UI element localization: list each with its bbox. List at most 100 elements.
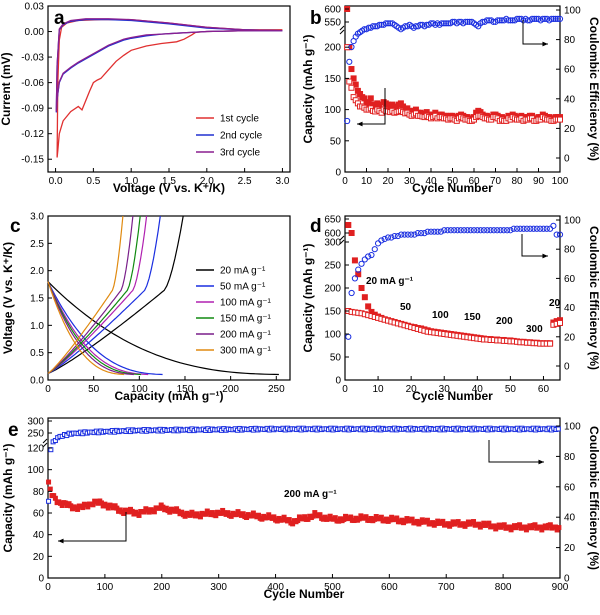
panel-e-arrow-left-head [58, 538, 64, 544]
panel-d-ce-point [460, 227, 468, 234]
panel-d-ce-point [437, 228, 445, 235]
panel-a-ytick-label: 0.00 [25, 27, 45, 38]
panel-e-ylabel-right: Coulombic Efficiency (%) [587, 426, 600, 570]
panel-e-xtick-label: 700 [438, 582, 455, 593]
panel-a-xtick-label: 1.5 [162, 176, 176, 187]
panel-b-discharge-point [348, 66, 355, 73]
panel-b-xtick-label: 70 [490, 176, 502, 187]
panel-c-charge-curve [47, 215, 134, 374]
panel-d-rate-label: 150 [464, 312, 481, 323]
panel-a-ytick-label: -0.15 [21, 155, 44, 166]
panel-d-ytick-label: 100 [324, 330, 341, 341]
panel-c-discharge-curve [47, 281, 125, 376]
panel-d-ce-point [470, 227, 478, 234]
panel-c-charge-curve [47, 215, 141, 374]
panel-d-ce-point [550, 222, 557, 229]
panel-d-ce-point [444, 227, 451, 234]
panel-b-xtick-label: 60 [468, 176, 480, 187]
panel-e-capacity-point [136, 512, 142, 518]
panel-d-axis-break [339, 235, 345, 245]
panel-d-rate-label: 100 [432, 310, 449, 321]
panel-b-ytick-right-label: 40 [564, 94, 576, 105]
panel-d-ce-point [457, 227, 464, 234]
panel-b-ytick-label: 50 [330, 136, 342, 147]
panel-e-xlabel: Cycle Number [264, 587, 345, 601]
panel-d-discharge-point [355, 271, 362, 278]
panel-b-ytick-right-label: 20 [564, 124, 576, 135]
panel-b-xtick-label: 30 [404, 176, 416, 187]
panel-d-ce-point [523, 225, 531, 232]
panel-c-xtick-label: 250 [268, 384, 285, 395]
panel-d-ce-point [417, 230, 425, 237]
panel-b-ce-point [464, 18, 471, 25]
panel-d-ytick-right-label: 80 [564, 245, 576, 256]
panel-c-discharge-curve [47, 281, 163, 376]
panel-d-ce-point [434, 228, 441, 235]
panel-d-discharge-point [348, 230, 355, 236]
panel-c-legend-label: 20 mA g⁻¹ [220, 266, 266, 277]
panel-d: 0 10 20 30 40 50 60050100150200250300600650020… [301, 215, 600, 404]
panel-c-legend-label: 300 mA g⁻¹ [220, 346, 272, 357]
panel-d-charge-point [547, 340, 554, 347]
panel-b-ce-point [554, 15, 561, 22]
panel-a-ytick-label: -0.03 [21, 53, 44, 64]
panel-e-ylabel: Capacity (mAh g⁻¹) [1, 443, 15, 552]
panel-e-arrow-right [488, 440, 544, 463]
panel-e-ytick-label: 120 [27, 444, 44, 455]
panel-e-capacity-point [47, 486, 53, 492]
panel-d-ce-point [520, 225, 527, 232]
panel-b-ce-point [376, 21, 383, 28]
panel-e-ytick-label: 300 [27, 417, 44, 428]
panel-e-xtick-label: 900 [552, 582, 569, 593]
panel-c-label: c [10, 216, 21, 237]
panel-e-ytick-label: 20 [33, 552, 45, 563]
panel-e-xtick-label: 0 [45, 582, 51, 593]
panel-e-xtick-label: 300 [210, 582, 227, 593]
panel-b-discharge-point [352, 81, 359, 88]
panel-d-arrow-right-head [542, 253, 548, 259]
panel-d-xtick-label: 50 [505, 384, 517, 395]
panel-b-ce-point [440, 20, 447, 27]
panel-d-ce-point [474, 227, 481, 234]
panel-d-ce-point [537, 225, 544, 232]
panel-c-ytick-label: 3.0 [30, 212, 44, 223]
panel-e-ytick-label: 80 [33, 487, 45, 498]
panel-b-ce-point [442, 20, 450, 27]
panel-d-ce-point [365, 253, 372, 260]
panel-d-ce-point [464, 227, 471, 234]
panel-d-rate-label: 20 [549, 298, 561, 309]
panel-d-ce-point [381, 235, 388, 243]
panel-a-xlabel: Voltage (V vs. K⁺/K) [113, 181, 225, 195]
panel-d-ce-point [421, 230, 428, 237]
panel-a-ytick-label: 0.03 [25, 2, 45, 13]
panel-a-xtick-label: 2.5 [238, 176, 252, 187]
panel-c-xtick-label: 200 [222, 384, 239, 395]
panel-c-xlabel: Capacity (mAh g⁻¹) [114, 389, 223, 403]
panel-d-ce-point [411, 231, 418, 238]
panel-b-ce-point [369, 23, 377, 30]
panel-a-xtick-label: 2.0 [200, 176, 214, 187]
panel-d-ce-point [351, 275, 359, 282]
panel-b-ytick-label: 550 [324, 18, 341, 29]
panel-b-arrow-left [357, 88, 386, 125]
panel-d-ce-point [427, 228, 435, 235]
panel-e-ytick-right-label: 60 [564, 482, 576, 493]
panel-b-xtick-label: 40 [425, 176, 437, 187]
panel-b-charge-point [346, 78, 353, 85]
panel-d-ce-point [507, 227, 514, 234]
panel-d-ytick-right-label: 60 [564, 274, 576, 285]
panel-a-xtick-label: 1.0 [124, 176, 138, 187]
panel-e-ytick-right-label: 80 [564, 452, 576, 463]
panel-d-ylabel-right: Coulombic Efficiency (%) [587, 226, 600, 370]
panel-e-xtick-label: 500 [324, 582, 341, 593]
panel-c-discharge-curve [47, 281, 134, 376]
panel-b-xtick-label: 80 [511, 176, 523, 187]
panel-d-rate-label: 20 mA g⁻¹ [366, 276, 414, 287]
panel-d-ce-point [355, 266, 362, 273]
panel-e-arrow-right-head [538, 459, 544, 465]
panel-e-axis-break [42, 438, 48, 448]
panel-c-ytick-label: 2.5 [30, 239, 44, 250]
panel-a-ylabel: Current (mV) [0, 52, 13, 125]
panel-b-ce-point [507, 17, 514, 24]
panel-d-ce-point [513, 225, 521, 232]
